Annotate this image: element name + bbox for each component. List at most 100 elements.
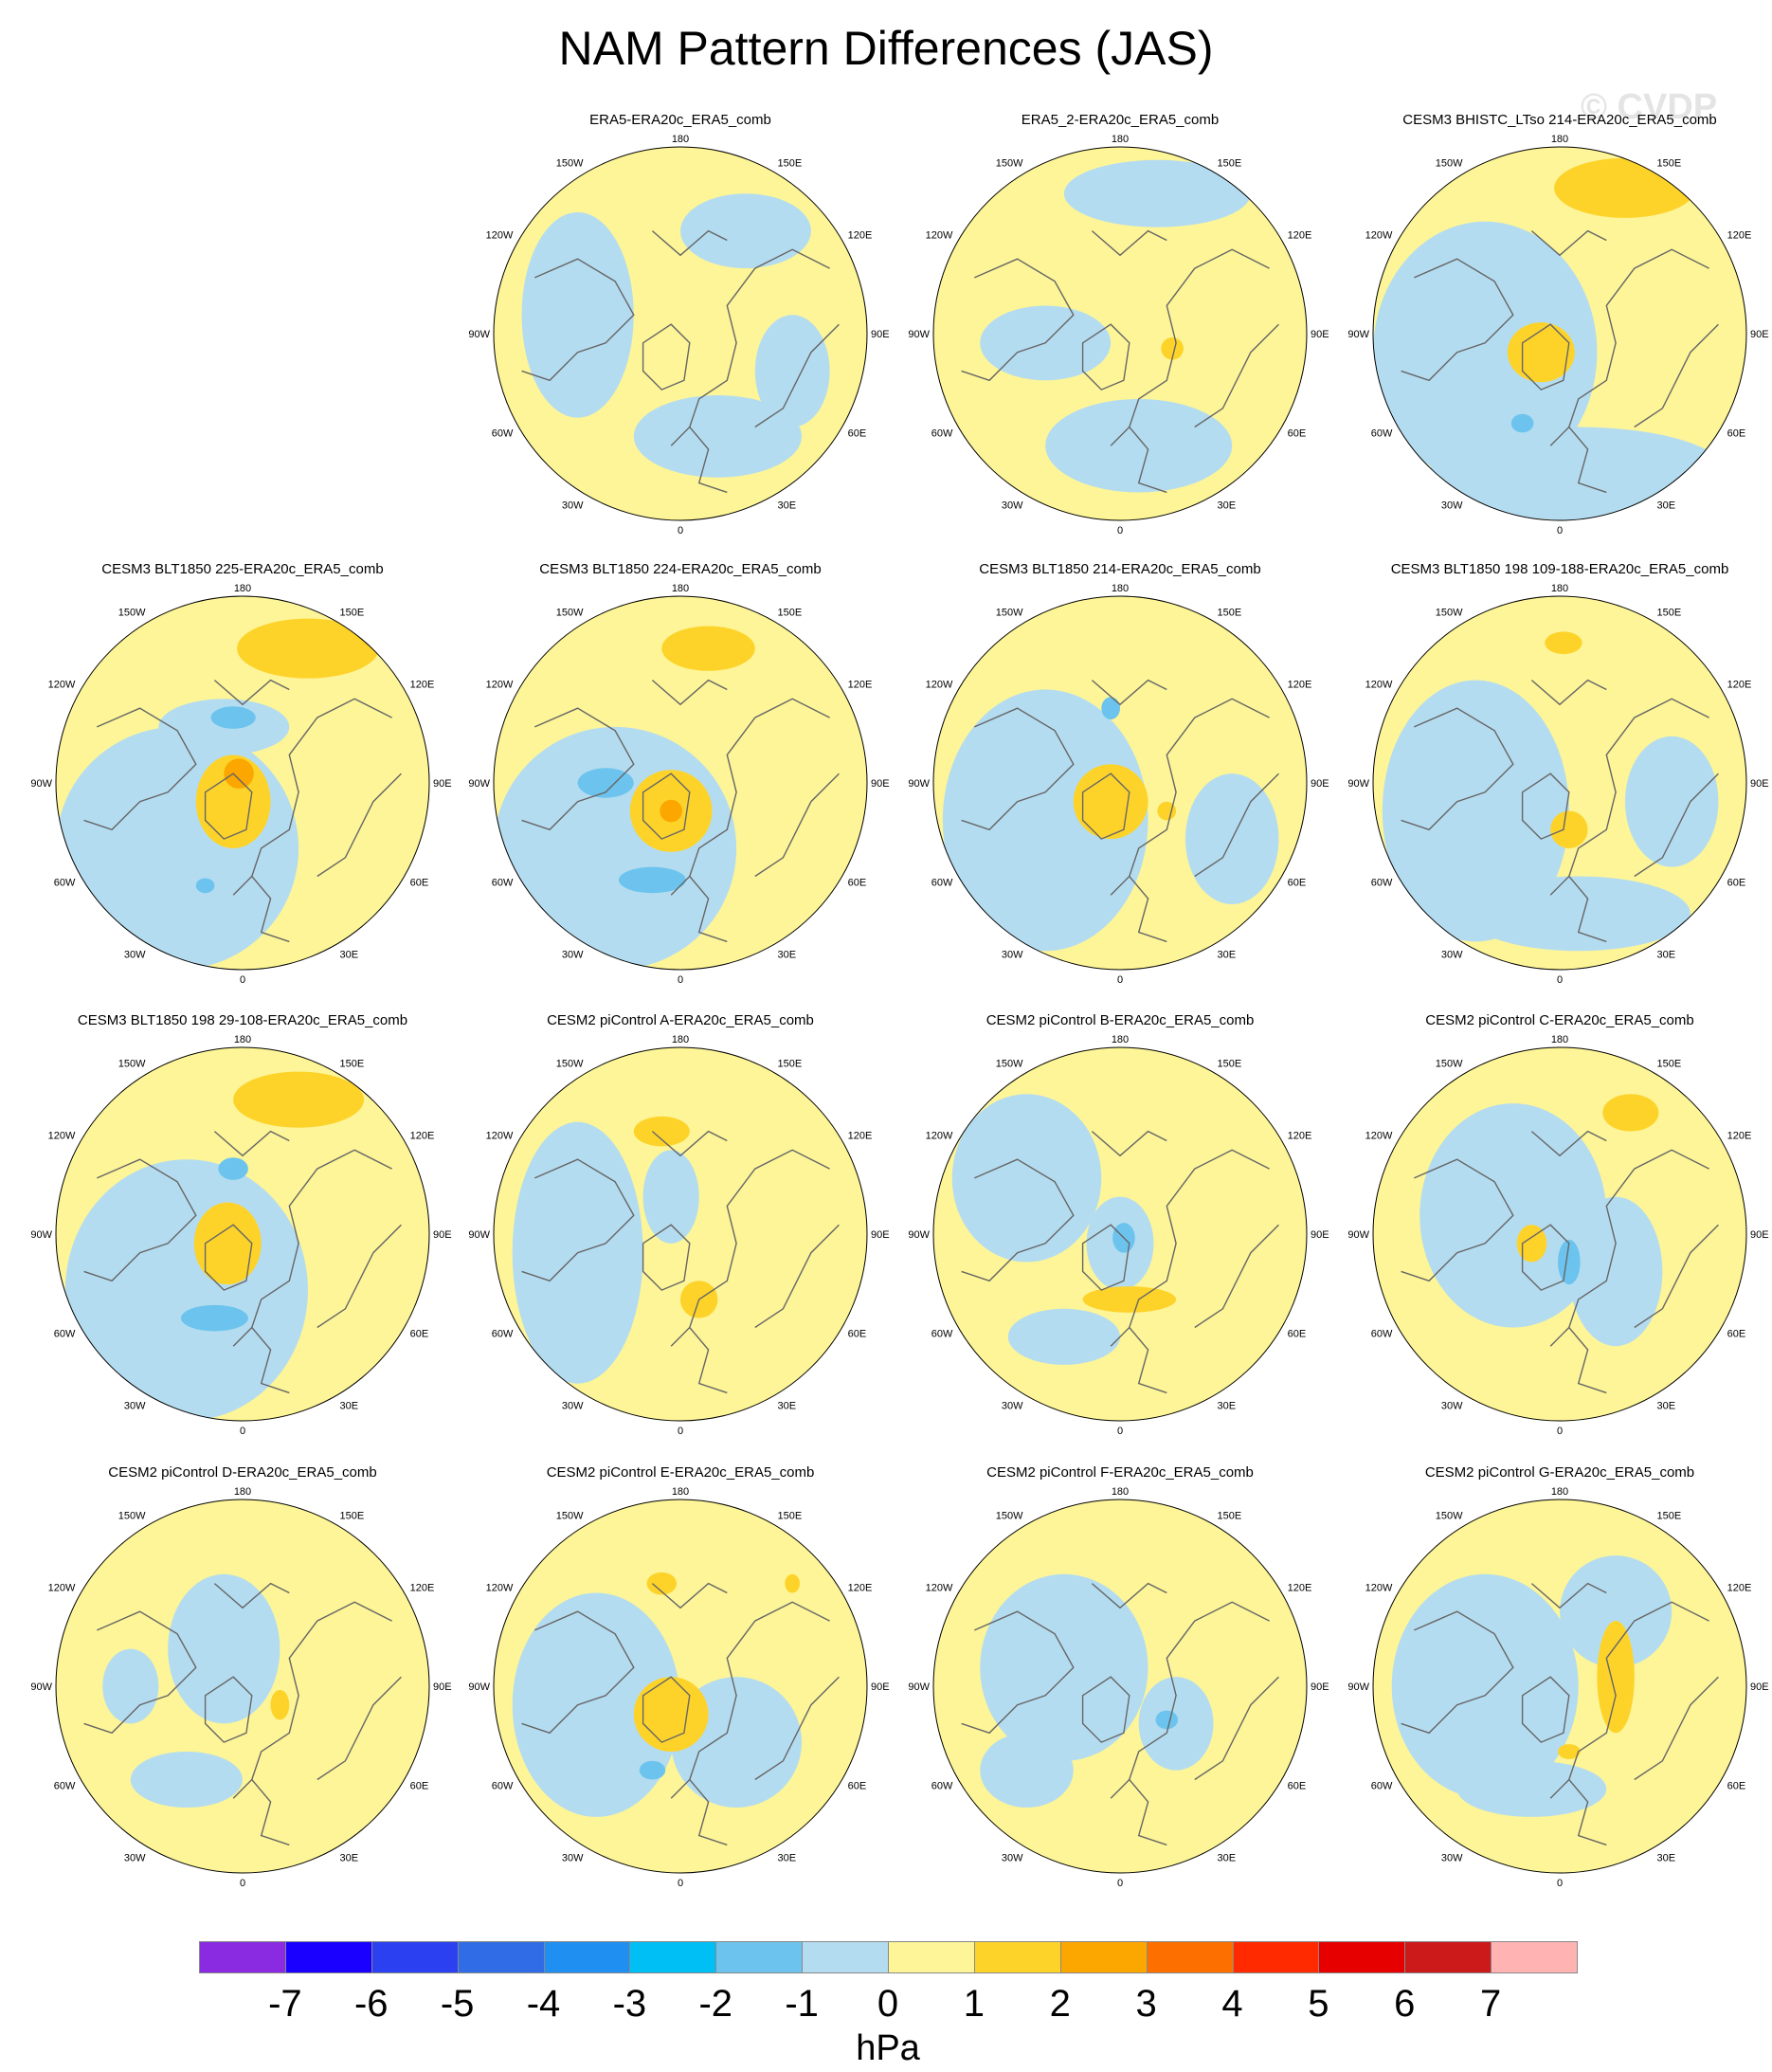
colorbar-tick-label: 4 <box>1221 1983 1243 2025</box>
longitude-label: 180 <box>1112 134 1129 145</box>
longitude-label: 60E <box>848 1781 867 1792</box>
longitude-label: 30W <box>1441 950 1463 961</box>
panel-title: CESM3 BLT1850 224-ERA20c_ERA5_comb <box>539 561 822 577</box>
longitude-label: 120W <box>1365 680 1393 691</box>
coastline <box>213 1582 290 1609</box>
longitude-label: 30E <box>1218 500 1237 512</box>
longitude-label: 120E <box>1288 1583 1312 1594</box>
colorbar-tick-label: -7 <box>268 1983 302 2025</box>
coastline <box>670 875 728 943</box>
longitude-label: 180 <box>1551 1486 1568 1498</box>
polar-map: 180 0 90W 90E 150W 150E 120W 120E 60W 60E 30W 30E <box>1347 1486 1768 1889</box>
longitude-label: 90E <box>1750 1229 1769 1241</box>
longitude-label: 120E <box>1288 230 1312 242</box>
longitude-label: 60W <box>492 1781 514 1792</box>
colorbar-tick-label: 5 <box>1308 1983 1329 2025</box>
longitude-label: 180 <box>1551 134 1568 145</box>
longitude-label: 30W <box>1441 1853 1463 1864</box>
longitude-label: 90W <box>1347 778 1369 790</box>
anomaly-region <box>224 758 254 789</box>
coastline <box>642 323 691 391</box>
panel-title: ERA5_2-ERA20c_ERA5_comb <box>1021 112 1220 128</box>
coastline <box>1129 248 1270 427</box>
longitude-label: 60E <box>1727 1329 1746 1340</box>
polar-map: 180 0 90W 90E 150W 150E 120W 120E 60W 60E 30W 30E <box>1347 1034 1769 1437</box>
polar-map: 180 0 90W 90E 150W 150E 120W 120E 60W 60E 30W 30E <box>30 1034 451 1437</box>
longitude-label: 120E <box>410 1583 435 1594</box>
longitude-label: 150E <box>1657 1058 1682 1069</box>
colorbar-swatch <box>1404 1941 1492 1973</box>
anomaly-region <box>1073 764 1148 840</box>
coastline <box>1568 248 1709 427</box>
colorbar-swatch <box>543 1941 631 1973</box>
panel-title: CESM3 BLT1850 214-ERA20c_ERA5_comb <box>979 561 1261 577</box>
anomaly-region <box>660 799 682 823</box>
panel-title: CESM2 piControl E-ERA20c_ERA5_comb <box>546 1464 815 1481</box>
longitude-label: 90E <box>1311 1681 1329 1693</box>
coastline <box>1521 1224 1570 1291</box>
longitude-label: 0 <box>678 525 683 536</box>
longitude-label: 180 <box>672 1034 689 1045</box>
panel-title: CESM3 BLT1850 225-ERA20c_ERA5_comb <box>101 561 384 577</box>
coastline <box>83 707 197 831</box>
map-border <box>493 146 868 521</box>
longitude-label: 90E <box>433 778 452 790</box>
panel-title: CESM2 piControl D-ERA20c_ERA5_comb <box>108 1464 377 1481</box>
longitude-label: 180 <box>1112 1486 1129 1498</box>
longitude-label: 0 <box>240 1878 245 1889</box>
anomaly-region <box>237 618 379 679</box>
longitude-label: 90W <box>468 1229 490 1241</box>
map-panel: CESM2 piControl D-ERA20c_ERA5_comb 180 0 90… <box>30 1464 455 1910</box>
longitude-label: 90W <box>908 778 930 790</box>
longitude-label: 90E <box>1311 778 1329 790</box>
anomaly-region <box>1545 631 1582 655</box>
longitude-label: 60W <box>54 878 76 889</box>
longitude-label: 30E <box>1657 1853 1676 1864</box>
polar-map: 180 0 90W 90E 150W 150E 120W 120E 60W 60E 30W 30E <box>30 583 452 986</box>
map-border <box>493 1499 868 1874</box>
longitude-label: 150W <box>118 1058 146 1069</box>
longitude-label: 120W <box>48 1583 76 1594</box>
anomaly-region <box>1101 697 1120 720</box>
anomaly-region <box>512 1592 680 1817</box>
anomaly-region <box>980 1573 1148 1761</box>
longitude-label: 120W <box>926 680 953 691</box>
longitude-label: 30W <box>1002 1401 1023 1412</box>
coastline <box>1129 698 1270 877</box>
longitude-label: 30E <box>1218 1853 1237 1864</box>
longitude-label: 30W <box>1002 1853 1023 1864</box>
coastline <box>1401 258 1514 382</box>
longitude-label: 90W <box>30 1229 52 1241</box>
longitude-label: 150E <box>1218 1510 1242 1521</box>
coastline <box>670 1778 728 1846</box>
panel-title: CESM3 BHISTC_LTso 214-ERA20c_ERA5_comb <box>1402 112 1717 128</box>
anomaly-region <box>521 211 634 418</box>
longitude-label: 150W <box>1436 1510 1463 1521</box>
colorbar-swatch <box>199 1941 286 1973</box>
coastline <box>251 1601 392 1780</box>
coastline <box>1521 772 1570 840</box>
longitude-label: 60W <box>931 428 953 440</box>
longitude-label: 60E <box>1727 878 1746 889</box>
anomaly-region <box>633 1116 690 1147</box>
longitude-label: 120E <box>848 1583 873 1594</box>
longitude-label: 30W <box>124 1853 146 1864</box>
longitude-label: 120E <box>848 680 873 691</box>
anomaly-region <box>218 1157 248 1180</box>
longitude-label: 150E <box>778 1510 803 1521</box>
colorbar-swatch <box>457 1941 545 1973</box>
anomaly-region <box>1007 1308 1120 1365</box>
coastline <box>642 772 691 840</box>
panel-title: CESM2 piControl F-ERA20c_ERA5_comb <box>986 1464 1254 1481</box>
longitude-label: 120W <box>486 230 514 242</box>
anomaly-region <box>233 1071 365 1128</box>
coastline <box>1549 1326 1607 1394</box>
longitude-label: 150E <box>778 1058 803 1069</box>
coastline <box>1530 1582 1607 1609</box>
coastline <box>642 1676 691 1743</box>
map-panel: ERA5_2-ERA20c_ERA5_comb 180 0 90W 90E 150W 150… <box>908 112 1332 557</box>
longitude-label: 120W <box>486 680 514 691</box>
panel-title: CESM2 piControl C-ERA20c_ERA5_comb <box>1425 1012 1694 1028</box>
anomaly-region <box>1082 1286 1177 1313</box>
coastline <box>689 698 830 877</box>
